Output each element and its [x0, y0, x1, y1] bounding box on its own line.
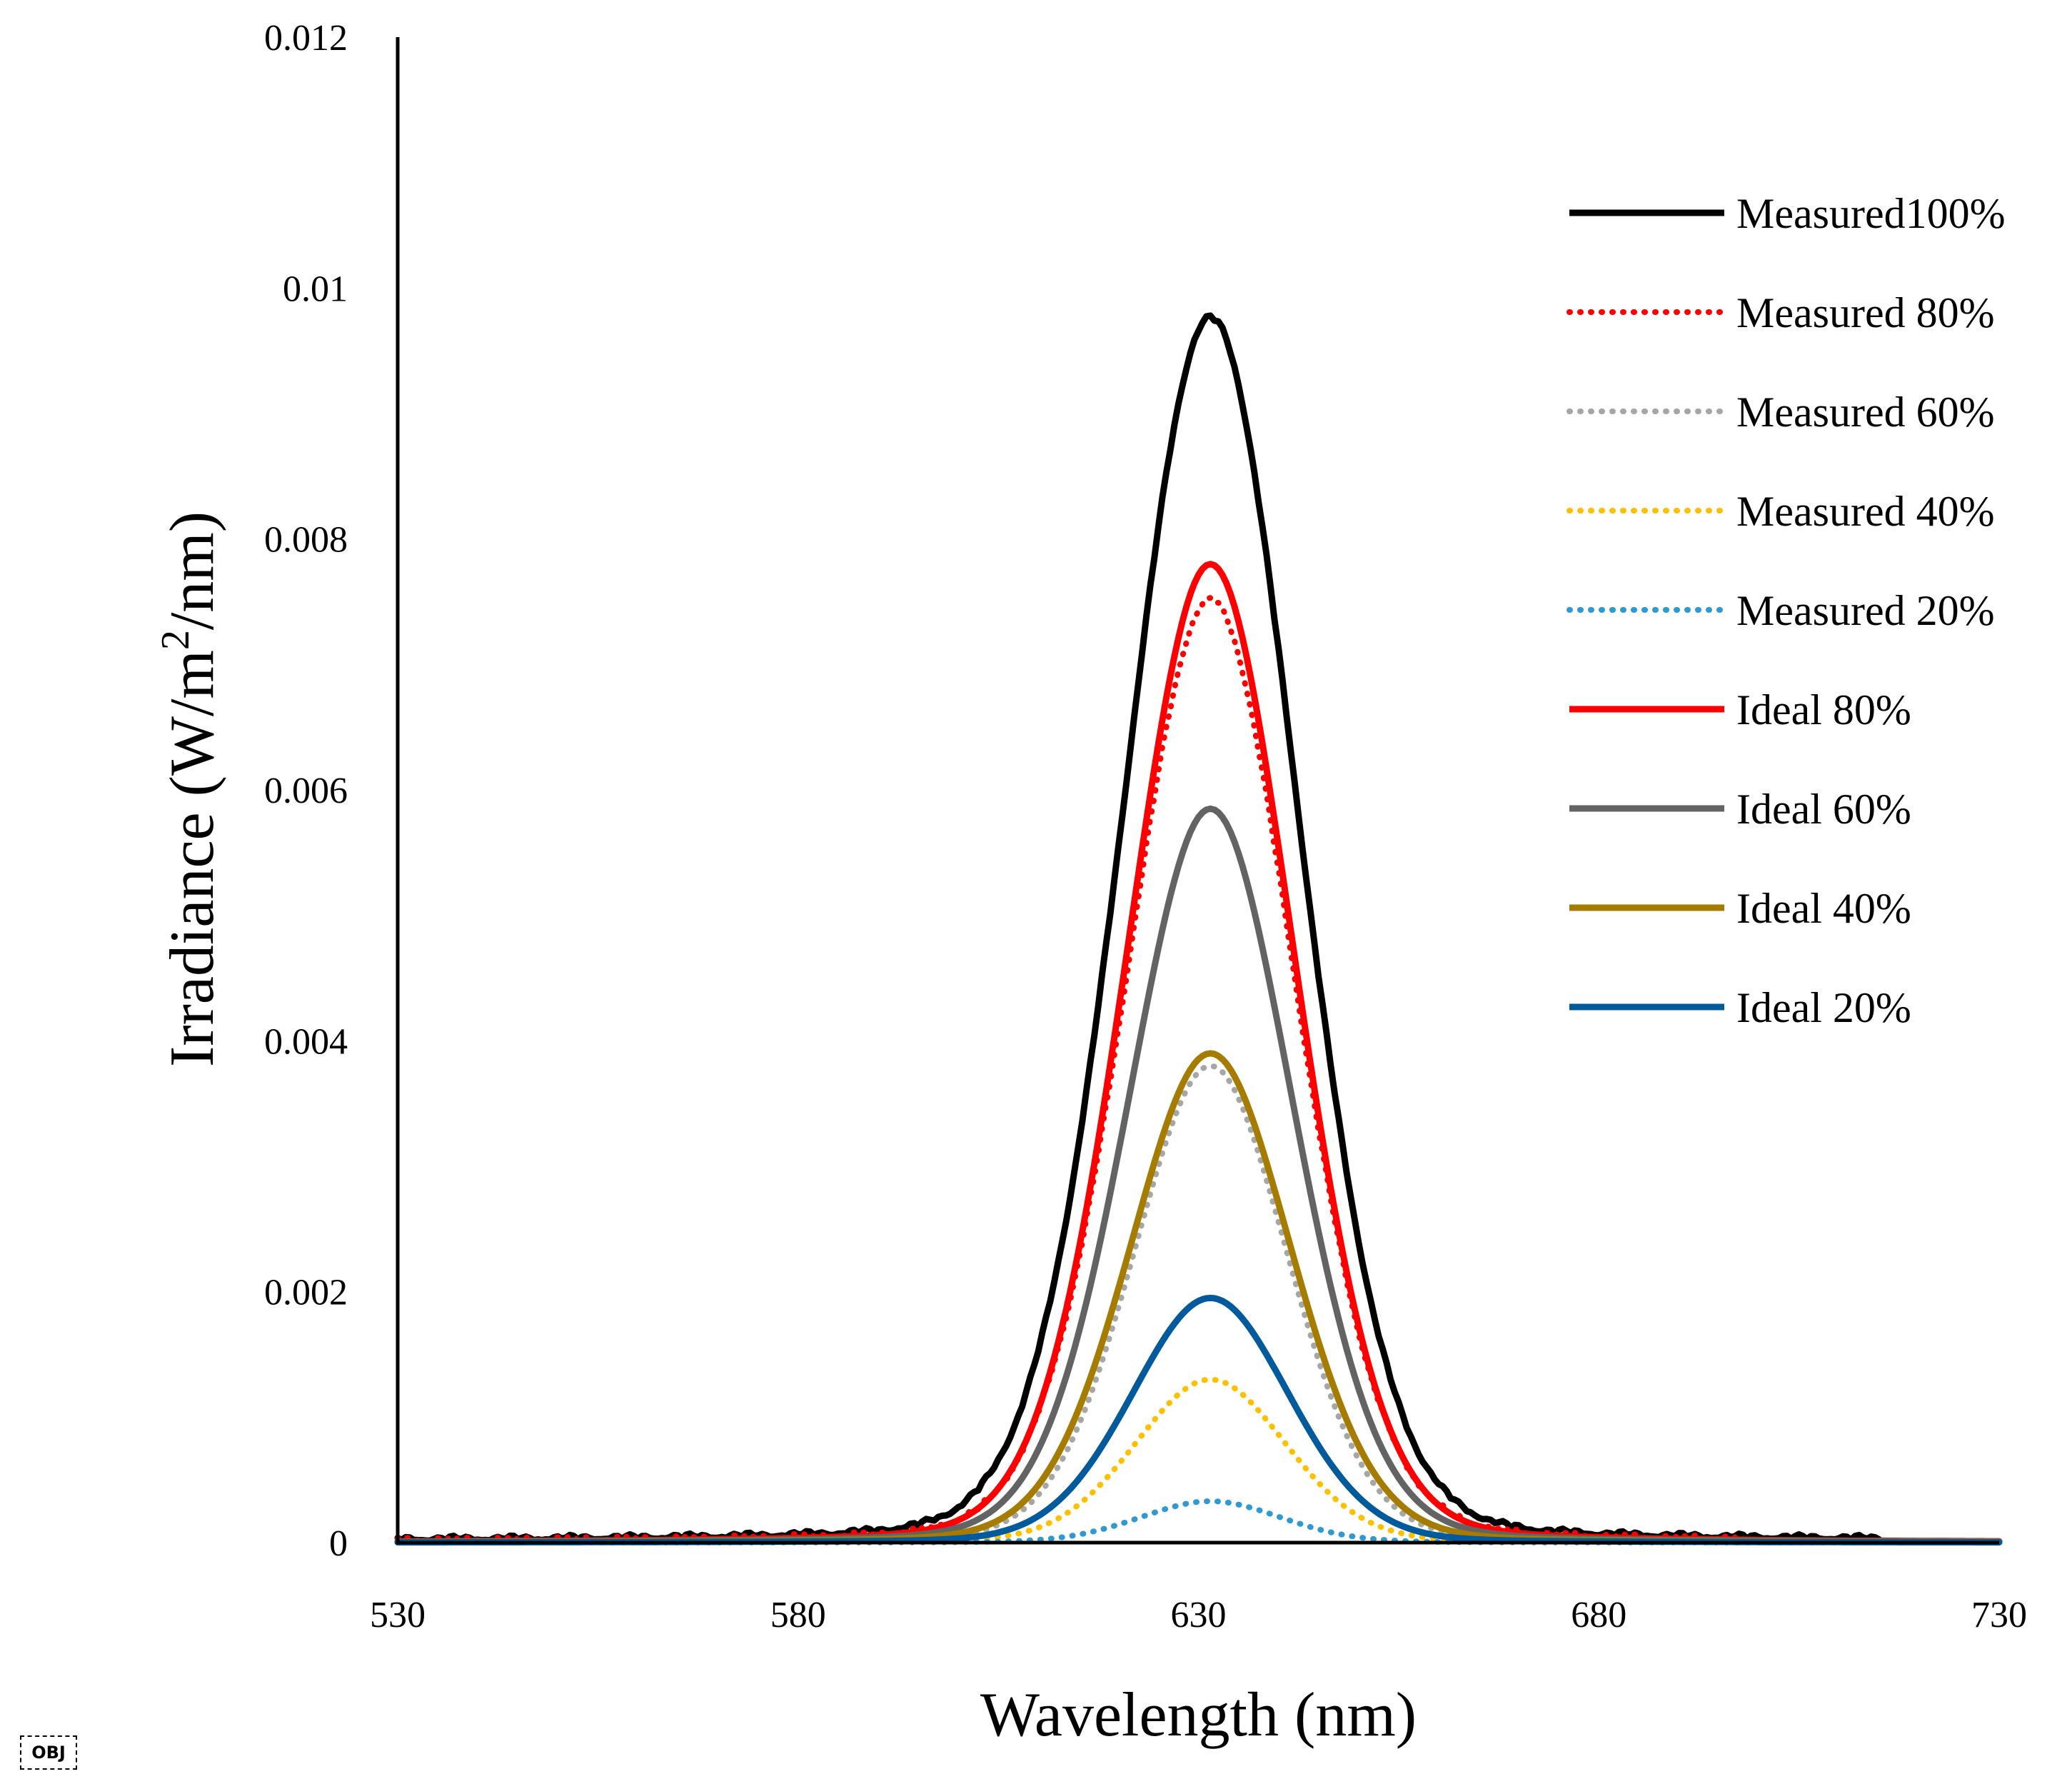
- y-axis-title-unit: /nm): [158, 511, 227, 630]
- y-axis-title-main: Irradiance (W/m: [158, 650, 227, 1067]
- legend: Measured100% Measured 80% Measured 60% Meas…: [1566, 190, 2006, 1031]
- x-tick-labels: 530 580 630 680 730: [370, 1595, 2027, 1635]
- axes: [396, 37, 1999, 1545]
- y-tick-label: 0.012: [264, 18, 348, 59]
- x-axis-title: Wavelength (nm): [980, 1680, 1417, 1750]
- y-tick-label: 0.004: [264, 1021, 348, 1062]
- series-line: [395, 1376, 2002, 1545]
- x-tick-label: 530: [370, 1595, 426, 1635]
- y-tick-labels: 0 0.002 0.004 0.006 0.008 0.01 0.012: [264, 18, 348, 1564]
- x-tick-label: 730: [1971, 1595, 2027, 1635]
- y-tick-label: 0: [329, 1523, 348, 1564]
- object-placeholder-badge: OBJ: [20, 1735, 77, 1770]
- x-tick-label: 630: [1171, 1595, 1227, 1635]
- legend-label: Ideal 20%: [1736, 984, 1911, 1031]
- x-tick-label: 580: [770, 1595, 826, 1635]
- legend-label: Ideal 80%: [1736, 686, 1911, 733]
- series-line: [394, 1295, 2003, 1546]
- legend-label: Measured 40%: [1736, 488, 1995, 535]
- legend-label: Ideal 60%: [1736, 786, 1911, 833]
- series-line: [394, 312, 1883, 1544]
- y-axis-title-superscript: 2: [154, 630, 198, 650]
- legend-label: Measured 60%: [1736, 389, 1995, 436]
- y-tick-label: 0.008: [264, 520, 348, 561]
- legend-label: Measured 80%: [1736, 289, 1995, 336]
- legend-label: Measured 20%: [1736, 587, 1995, 634]
- series-line: [395, 595, 1738, 1544]
- legend-label: Ideal 40%: [1736, 885, 1911, 932]
- y-tick-label: 0.002: [264, 1273, 348, 1313]
- legend-label: Measured100%: [1736, 190, 2006, 237]
- y-tick-label: 0.006: [264, 771, 348, 811]
- y-tick-label: 0.01: [283, 269, 348, 309]
- y-axis-title: Irradiance (W/m2/nm): [154, 511, 227, 1067]
- x-tick-label: 680: [1571, 1595, 1626, 1635]
